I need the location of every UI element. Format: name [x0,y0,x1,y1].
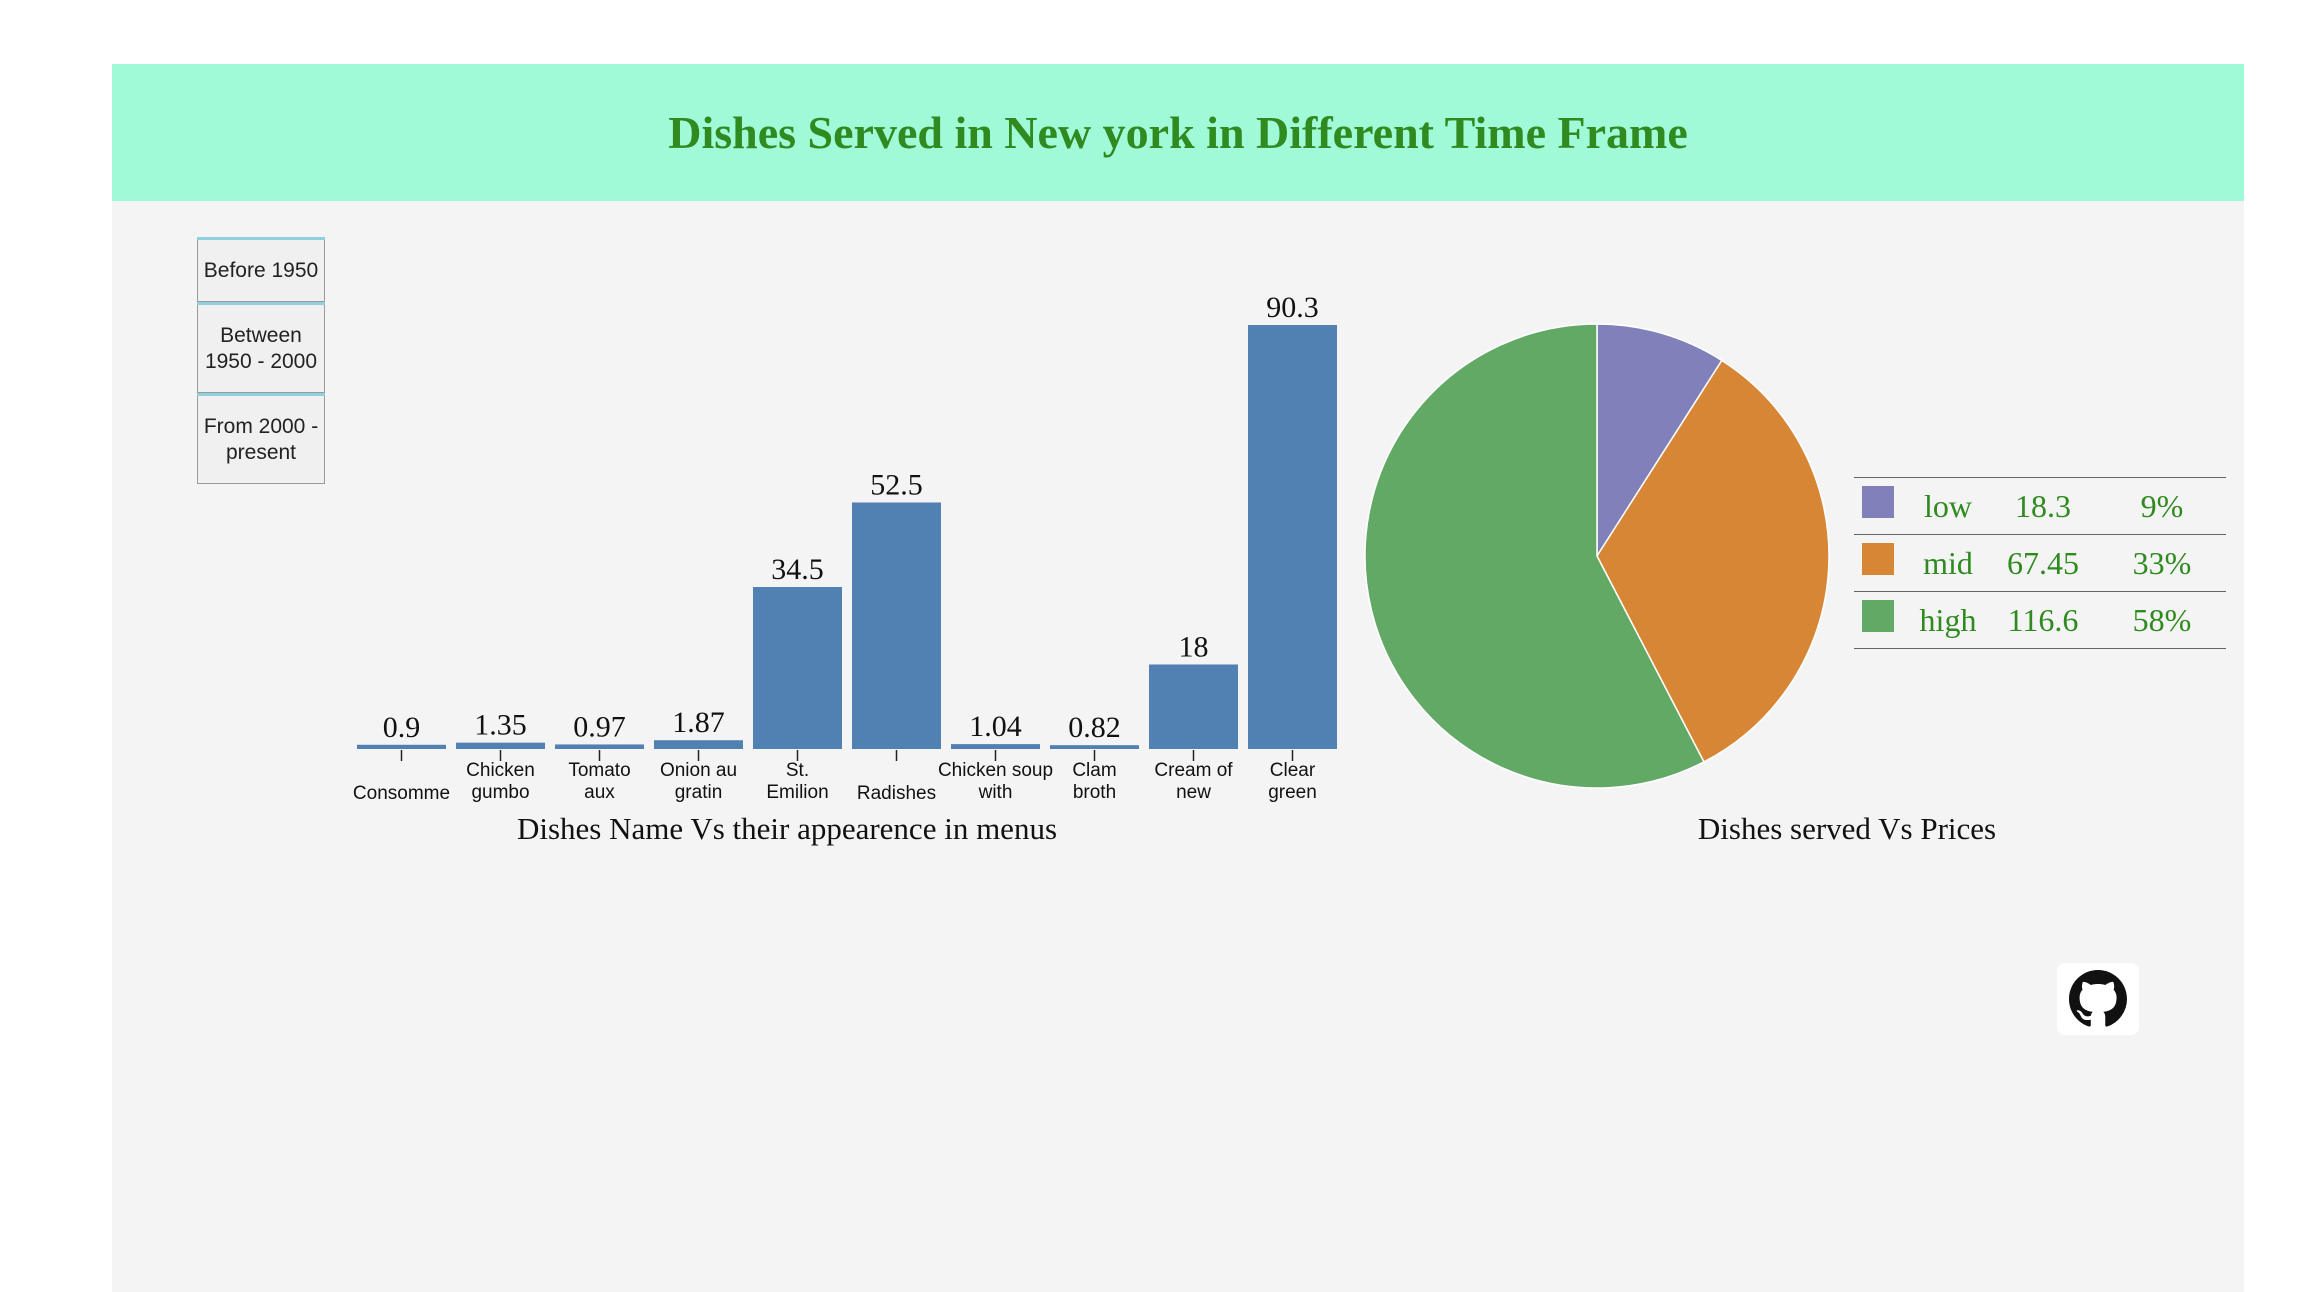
legend-label: high [1908,591,1988,649]
legend-swatch [1862,543,1894,575]
pie-chart [1364,323,1830,789]
legend-swatch-cell [1854,534,1908,592]
bar-value-label: 1.87 [672,706,725,739]
bar-value-label: 0.9 [383,711,421,744]
legend-percent: 58% [2098,591,2226,649]
dashboard-panel: Dishes Served in New york in Different T… [112,64,2244,1292]
bar-chart-caption: Dishes Name Vs their appearence in menus [516,811,1058,846]
legend-label: low [1908,477,1988,535]
page-header: Dishes Served in New york in Different T… [112,64,2244,201]
bar [456,742,545,749]
pie-slice-mid [1596,359,1830,763]
bar-value-label: 1.04 [969,710,1022,743]
x-tick-label: Chicken gumbo [466,760,535,803]
legend-value: 116.6 [1988,591,2098,649]
x-tick-label: Chicken soup with [938,760,1053,803]
bar [555,744,644,749]
before-1950-button[interactable]: Before 1950 [197,237,325,302]
legend-label: mid [1908,534,1988,592]
legend-value: 18.3 [1988,477,2098,535]
x-tick-label: Radishes [857,783,936,804]
bar [654,740,743,749]
bar-value-label: 34.5 [771,553,824,586]
bar [1149,664,1238,749]
bar-value-label: 1.35 [474,709,527,742]
legend-row-high: high 116.6 58% [1854,591,2226,649]
legend-percent: 33% [2098,534,2226,592]
legend-swatch [1862,600,1894,632]
legend-value: 67.45 [1988,534,2098,592]
bar [1050,745,1139,749]
pie-legend: low 18.3 9% mid 67.45 33% high 116.6 58% [1854,477,2226,649]
legend-swatch [1862,486,1894,518]
bar-value-label: 90.3 [1266,291,1319,324]
pie-slice-low [1596,323,1723,559]
bar [852,502,941,749]
legend-percent: 9% [2098,477,2226,535]
x-tick-label: Consomme [353,783,450,804]
bar [357,744,446,749]
github-icon [2069,970,2127,1027]
x-tick-label: Clear green [1268,760,1317,803]
bar-value-label: 18 [1179,630,1209,663]
legend-swatch-cell [1854,477,1908,535]
x-tick-label: St. Emilion [766,760,828,803]
x-tick-label: Onion au gratin [660,760,737,803]
bar-value-label: 52.5 [870,468,923,501]
bar [951,744,1040,749]
pie-chart-caption: Dishes served Vs Prices [1697,811,1997,846]
page-title: Dishes Served in New york in Different T… [668,107,1688,158]
x-tick-label: Clam broth [1072,760,1116,803]
x-tick-label: Cream of new [1154,760,1233,803]
bar-value-label: 0.97 [573,710,626,743]
bar-value-label: 0.82 [1068,711,1121,744]
legend-row-low: low 18.3 9% [1854,477,2226,535]
legend-row-mid: mid 67.45 33% [1854,534,2226,592]
github-link[interactable] [2057,963,2139,1035]
between-1950-2000-button[interactable]: Between 1950 - 2000 [197,302,325,393]
pie-slice-high [1364,323,1705,789]
x-tick-label: Tomato aux [568,760,630,803]
bar [753,587,842,749]
bar [1248,325,1337,749]
bar-chart: 0.9 Consomme 1.35 Chicken gumbo 0.97 Tomato aux… [352,291,1347,804]
legend-swatch-cell [1854,591,1908,649]
from-2000-present-button[interactable]: From 2000 - present [197,393,325,484]
